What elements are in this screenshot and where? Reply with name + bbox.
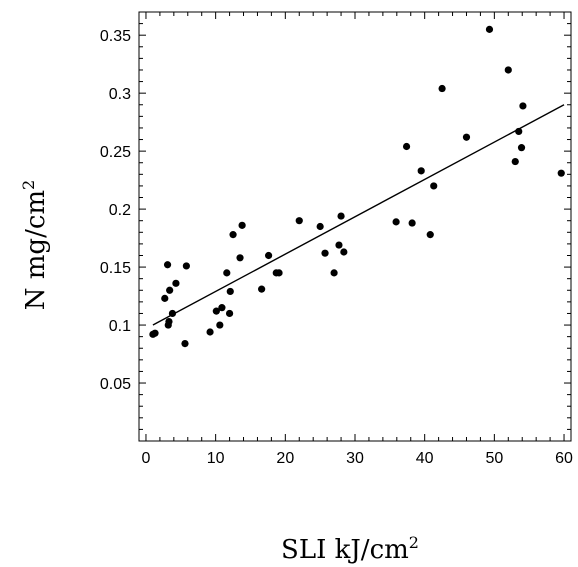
data-point bbox=[295, 217, 303, 225]
data-point bbox=[402, 142, 411, 151]
x-axis-title: SLI kJ/cm2 bbox=[281, 533, 419, 565]
y-tick-label: 0.35 bbox=[100, 28, 131, 45]
data-point bbox=[557, 169, 565, 177]
data-point bbox=[340, 248, 348, 256]
data-point bbox=[151, 329, 159, 337]
data-point bbox=[392, 218, 400, 226]
x-tick-label: 0 bbox=[142, 450, 151, 467]
data-point bbox=[172, 279, 180, 287]
data-point bbox=[517, 144, 526, 152]
y-tick-label: 0.1 bbox=[109, 318, 131, 335]
x-tick-label: 40 bbox=[416, 450, 434, 467]
data-point bbox=[238, 221, 246, 229]
x-tick-label: 10 bbox=[207, 450, 225, 467]
data-point bbox=[438, 84, 446, 93]
data-points bbox=[149, 25, 565, 348]
data-point bbox=[165, 317, 173, 326]
data-point bbox=[258, 285, 266, 293]
data-point bbox=[321, 249, 329, 257]
y-tick-label: 0.05 bbox=[100, 376, 131, 393]
data-point bbox=[182, 262, 190, 270]
data-point bbox=[408, 219, 416, 227]
data-point bbox=[229, 231, 237, 239]
data-point bbox=[161, 294, 169, 302]
data-point bbox=[316, 222, 324, 231]
data-point bbox=[417, 167, 425, 175]
data-point bbox=[265, 251, 273, 260]
data-point bbox=[515, 127, 523, 136]
data-point bbox=[519, 102, 527, 110]
data-point bbox=[462, 133, 471, 141]
data-point bbox=[430, 182, 438, 190]
trend-line bbox=[152, 104, 565, 326]
data-point bbox=[485, 25, 494, 33]
y-axis-ticks: 0.05 0.1 0.15 0.2 0.25 0.3 0.35 bbox=[100, 23, 571, 430]
data-point bbox=[218, 304, 226, 312]
y-axis-title: N mg/cm2 bbox=[19, 180, 51, 310]
data-point bbox=[426, 231, 434, 239]
x-tick-label: 60 bbox=[555, 450, 573, 467]
data-point bbox=[216, 321, 224, 329]
data-point bbox=[275, 269, 283, 277]
data-point bbox=[168, 309, 177, 318]
data-point bbox=[504, 66, 512, 74]
data-point bbox=[335, 241, 343, 249]
plot-frame bbox=[138, 11, 572, 442]
x-tick-label: 50 bbox=[485, 450, 503, 467]
data-point bbox=[163, 261, 172, 269]
y-tick-label: 0.25 bbox=[100, 144, 131, 161]
data-point bbox=[236, 254, 244, 262]
data-point bbox=[330, 269, 338, 277]
data-point bbox=[337, 212, 345, 220]
data-point bbox=[511, 157, 519, 166]
data-point bbox=[226, 287, 234, 296]
x-axis-ticks: 0 10 20 30 40 50 60 bbox=[142, 12, 573, 467]
data-point bbox=[206, 328, 214, 336]
data-point bbox=[223, 269, 231, 277]
y-tick-label: 0.2 bbox=[109, 202, 131, 219]
x-tick-label: 20 bbox=[276, 450, 294, 467]
data-point bbox=[166, 286, 174, 294]
data-point bbox=[181, 340, 189, 348]
x-tick-label: 30 bbox=[346, 450, 364, 467]
data-point bbox=[225, 309, 234, 318]
data-point bbox=[212, 307, 220, 315]
y-tick-label: 0.3 bbox=[109, 86, 131, 103]
y-tick-label: 0.15 bbox=[100, 260, 131, 277]
